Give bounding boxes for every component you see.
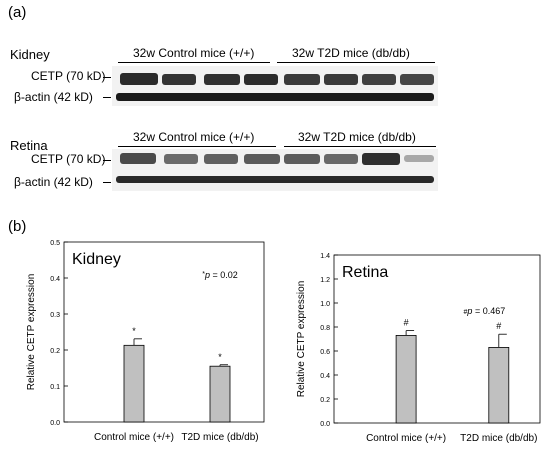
p-value-annotation: #p = 0.467 xyxy=(464,306,506,316)
significance-marker: # xyxy=(496,321,501,331)
panel-a-label: (a) xyxy=(8,4,27,21)
y-tick-label: 0.8 xyxy=(320,325,330,332)
bar xyxy=(395,335,417,424)
kidney-t2d-group-line xyxy=(277,62,435,63)
retina-cetp-band xyxy=(362,153,400,165)
kidney-t2d-group-label: 32w T2D mice (db/db) xyxy=(292,46,410,60)
y-axis-label: Relative CETP expression xyxy=(26,274,37,391)
y-tick-label: 0.0 xyxy=(50,420,60,427)
y-axis-label: Relative CETP expression xyxy=(296,281,307,398)
kidney-actin-marker xyxy=(103,97,111,98)
kidney-western-blot xyxy=(112,66,438,106)
significance-marker: * xyxy=(218,352,222,362)
x-category-label: Control mice (+/+) xyxy=(366,433,446,444)
kidney-cetp-band xyxy=(162,74,196,85)
retina-cetp-band xyxy=(204,154,238,164)
kidney-actin-label: β-actin (42 kD) xyxy=(14,90,93,104)
kidney-bar-chart: 0.0 0.1 0.2 0.3 0.4 0.5 Relative CETP expressi… xyxy=(26,240,265,443)
kidney-tissue-label: Kidney xyxy=(10,47,50,62)
x-category-label: T2D mice (db/db) xyxy=(181,432,258,443)
y-tick-label: 0.4 xyxy=(320,373,330,380)
kidney-cetp-band xyxy=(204,74,240,85)
x-category-label: T2D mice (db/db) xyxy=(460,433,537,444)
retina-cetp-band xyxy=(244,154,280,164)
y-tick-label: 1.2 xyxy=(320,277,330,284)
retina-control-group-line xyxy=(118,146,276,147)
p-value-annotation: *p = 0.02 xyxy=(202,270,238,280)
retina-cetp-band xyxy=(164,154,198,164)
x-category-label: Control mice (+/+) xyxy=(94,432,174,443)
chart-title: Retina xyxy=(342,264,388,281)
bar xyxy=(209,365,231,423)
chart-title: Kidney xyxy=(72,251,121,268)
kidney-cetp-band xyxy=(362,74,396,85)
bar xyxy=(488,347,510,424)
retina-t2d-group-line xyxy=(284,146,436,147)
y-tick-label: 0.0 xyxy=(320,421,330,428)
retina-cetp-band xyxy=(404,155,434,162)
y-tick-label: 0.4 xyxy=(50,276,60,283)
bar xyxy=(123,344,145,423)
significance-marker: * xyxy=(132,326,136,336)
retina-control-group-label: 32w Control mice (+/+) xyxy=(133,130,255,144)
kidney-cetp-band xyxy=(400,74,434,85)
retina-cetp-band xyxy=(324,154,358,164)
retina-tissue-label: Retina xyxy=(10,138,48,153)
y-tick-label: 1.4 xyxy=(320,253,330,260)
plot-frame xyxy=(333,254,541,424)
kidney-control-group-label: 32w Control mice (+/+) xyxy=(133,46,255,60)
kidney-cetp-band xyxy=(120,73,158,85)
kidney-control-group-line xyxy=(118,62,270,63)
kidney-cetp-label: CETP (70 kD) xyxy=(31,69,106,83)
kidney-cetp-marker xyxy=(103,77,111,78)
y-tick-label: 0.5 xyxy=(50,240,60,247)
retina-actin-band xyxy=(116,176,434,183)
kidney-cetp-band xyxy=(284,74,320,85)
significance-marker: # xyxy=(404,318,409,328)
retina-western-blot xyxy=(112,149,438,191)
kidney-cetp-band xyxy=(244,74,278,85)
retina-cetp-band xyxy=(120,153,156,164)
retina-actin-label: β-actin (42 kD) xyxy=(14,175,93,189)
kidney-cetp-band xyxy=(324,74,358,85)
retina-bar-chart: 0.0 0.2 0.4 0.6 0.8 1.0 1.2 1.4 Relative CETP ex… xyxy=(296,253,541,444)
panel-b-label: (b) xyxy=(8,218,27,235)
retina-actin-marker xyxy=(103,182,111,183)
y-tick-label: 1.0 xyxy=(320,301,330,308)
y-tick-label: 0.6 xyxy=(320,349,330,356)
y-tick-label: 0.1 xyxy=(50,384,60,391)
retina-cetp-band xyxy=(284,154,320,164)
y-tick-label: 0.3 xyxy=(50,312,60,319)
retina-t2d-group-label: 32w T2D mice (db/db) xyxy=(298,130,416,144)
kidney-actin-band xyxy=(116,93,434,101)
y-tick-label: 0.2 xyxy=(50,348,60,355)
y-tick-label: 0.2 xyxy=(320,397,330,404)
retina-cetp-marker xyxy=(103,160,111,161)
plot-frame xyxy=(63,241,265,423)
retina-cetp-label: CETP (70 kD) xyxy=(31,152,106,166)
